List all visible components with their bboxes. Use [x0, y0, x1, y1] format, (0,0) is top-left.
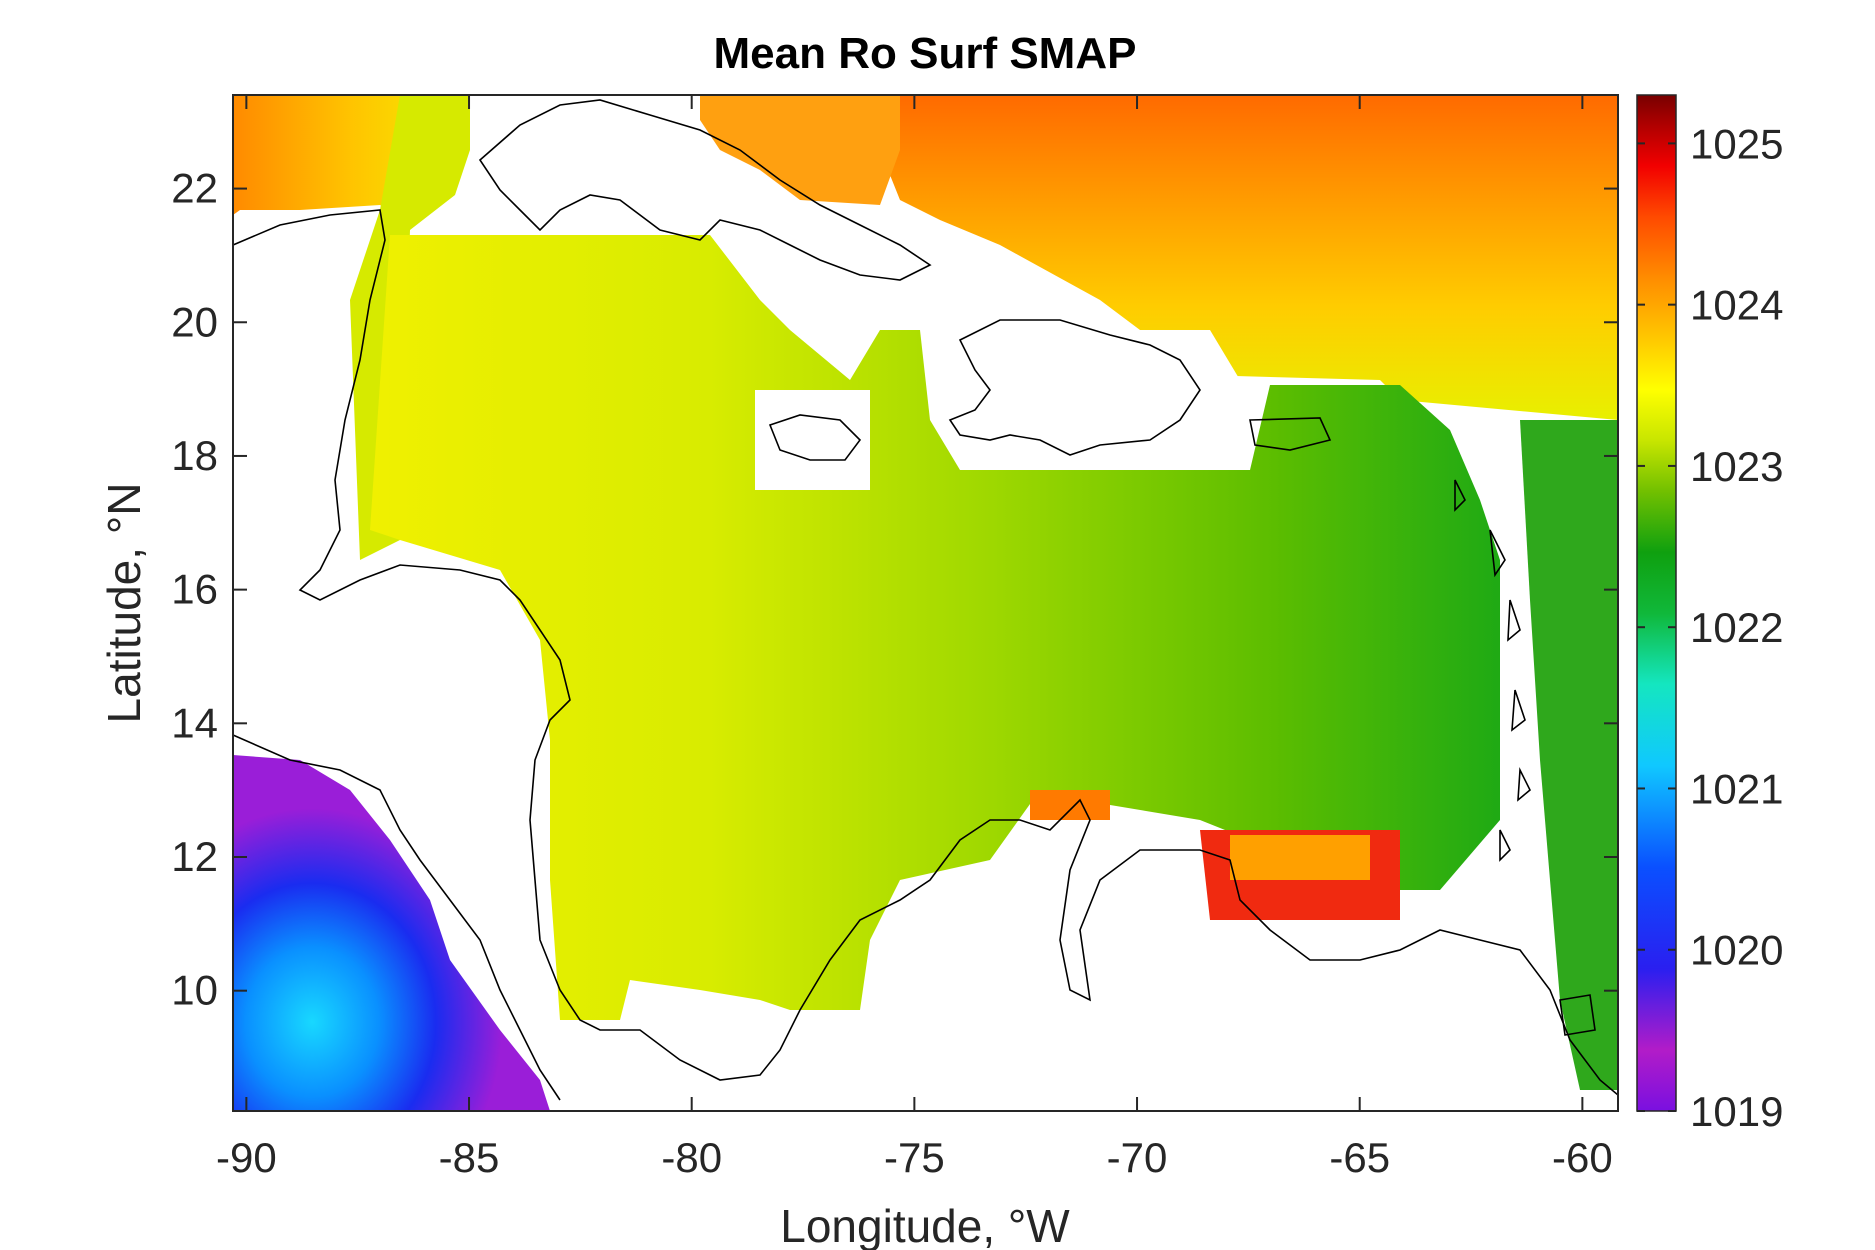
- y-tick-label: 22: [171, 165, 218, 212]
- x-tick-label: -65: [1329, 1134, 1390, 1181]
- y-tick-label: 16: [171, 566, 218, 613]
- colorbar-gradient: [1636, 94, 1677, 1112]
- colorbar-tick-label: 1024: [1690, 282, 1783, 329]
- chart-title: Mean Ro Surf SMAP: [714, 29, 1137, 78]
- colorbar-tick-label: 1022: [1690, 604, 1783, 651]
- y-tick-label: 18: [171, 432, 218, 479]
- x-tick-label: -70: [1107, 1134, 1168, 1181]
- x-axis-label: Longitude, °W: [780, 1200, 1070, 1250]
- colorbar-ticks: 1019 1020 1021 1022 1023 1024 1025: [1637, 120, 1783, 1135]
- y-tick-label: 10: [171, 967, 218, 1014]
- atlantic-field: [880, 95, 1618, 420]
- colorbar-tick-label: 1020: [1690, 927, 1783, 974]
- coastlines: [233, 99, 1618, 1101]
- pacific-field: [233, 755, 550, 1111]
- colorbar-tick-label: 1023: [1690, 443, 1783, 490]
- x-axis: -90 -85 -80 -75 -70 -65 -60: [216, 95, 1613, 1181]
- x-tick-label: -60: [1552, 1134, 1613, 1181]
- y-tick-label: 14: [171, 699, 218, 746]
- x-tick-label: -80: [661, 1134, 722, 1181]
- east-atlantic-field: [1520, 420, 1618, 1090]
- colorbar-tick-label: 1021: [1690, 765, 1783, 812]
- y-axis: 10 12 14 16 18 20 22: [171, 165, 1618, 1014]
- colorbar: 1019 1020 1021 1022 1023 1024 1025: [1636, 94, 1783, 1135]
- plot-frame: [232, 94, 1619, 1112]
- y-tick-label: 20: [171, 298, 218, 345]
- x-tick-label: -90: [216, 1134, 277, 1181]
- y-axis-label: Latitude, °N: [98, 483, 150, 724]
- y-tick-label: 12: [171, 833, 218, 880]
- x-tick-label: -85: [439, 1134, 500, 1181]
- plot-area: [233, 95, 1618, 1111]
- bahamas-field: [700, 95, 900, 205]
- colorbar-tick-label: 1025: [1690, 120, 1783, 167]
- caribbean-field: [370, 235, 1500, 1020]
- colorbar-tick-label: 1019: [1690, 1088, 1783, 1135]
- x-tick-label: -75: [884, 1134, 945, 1181]
